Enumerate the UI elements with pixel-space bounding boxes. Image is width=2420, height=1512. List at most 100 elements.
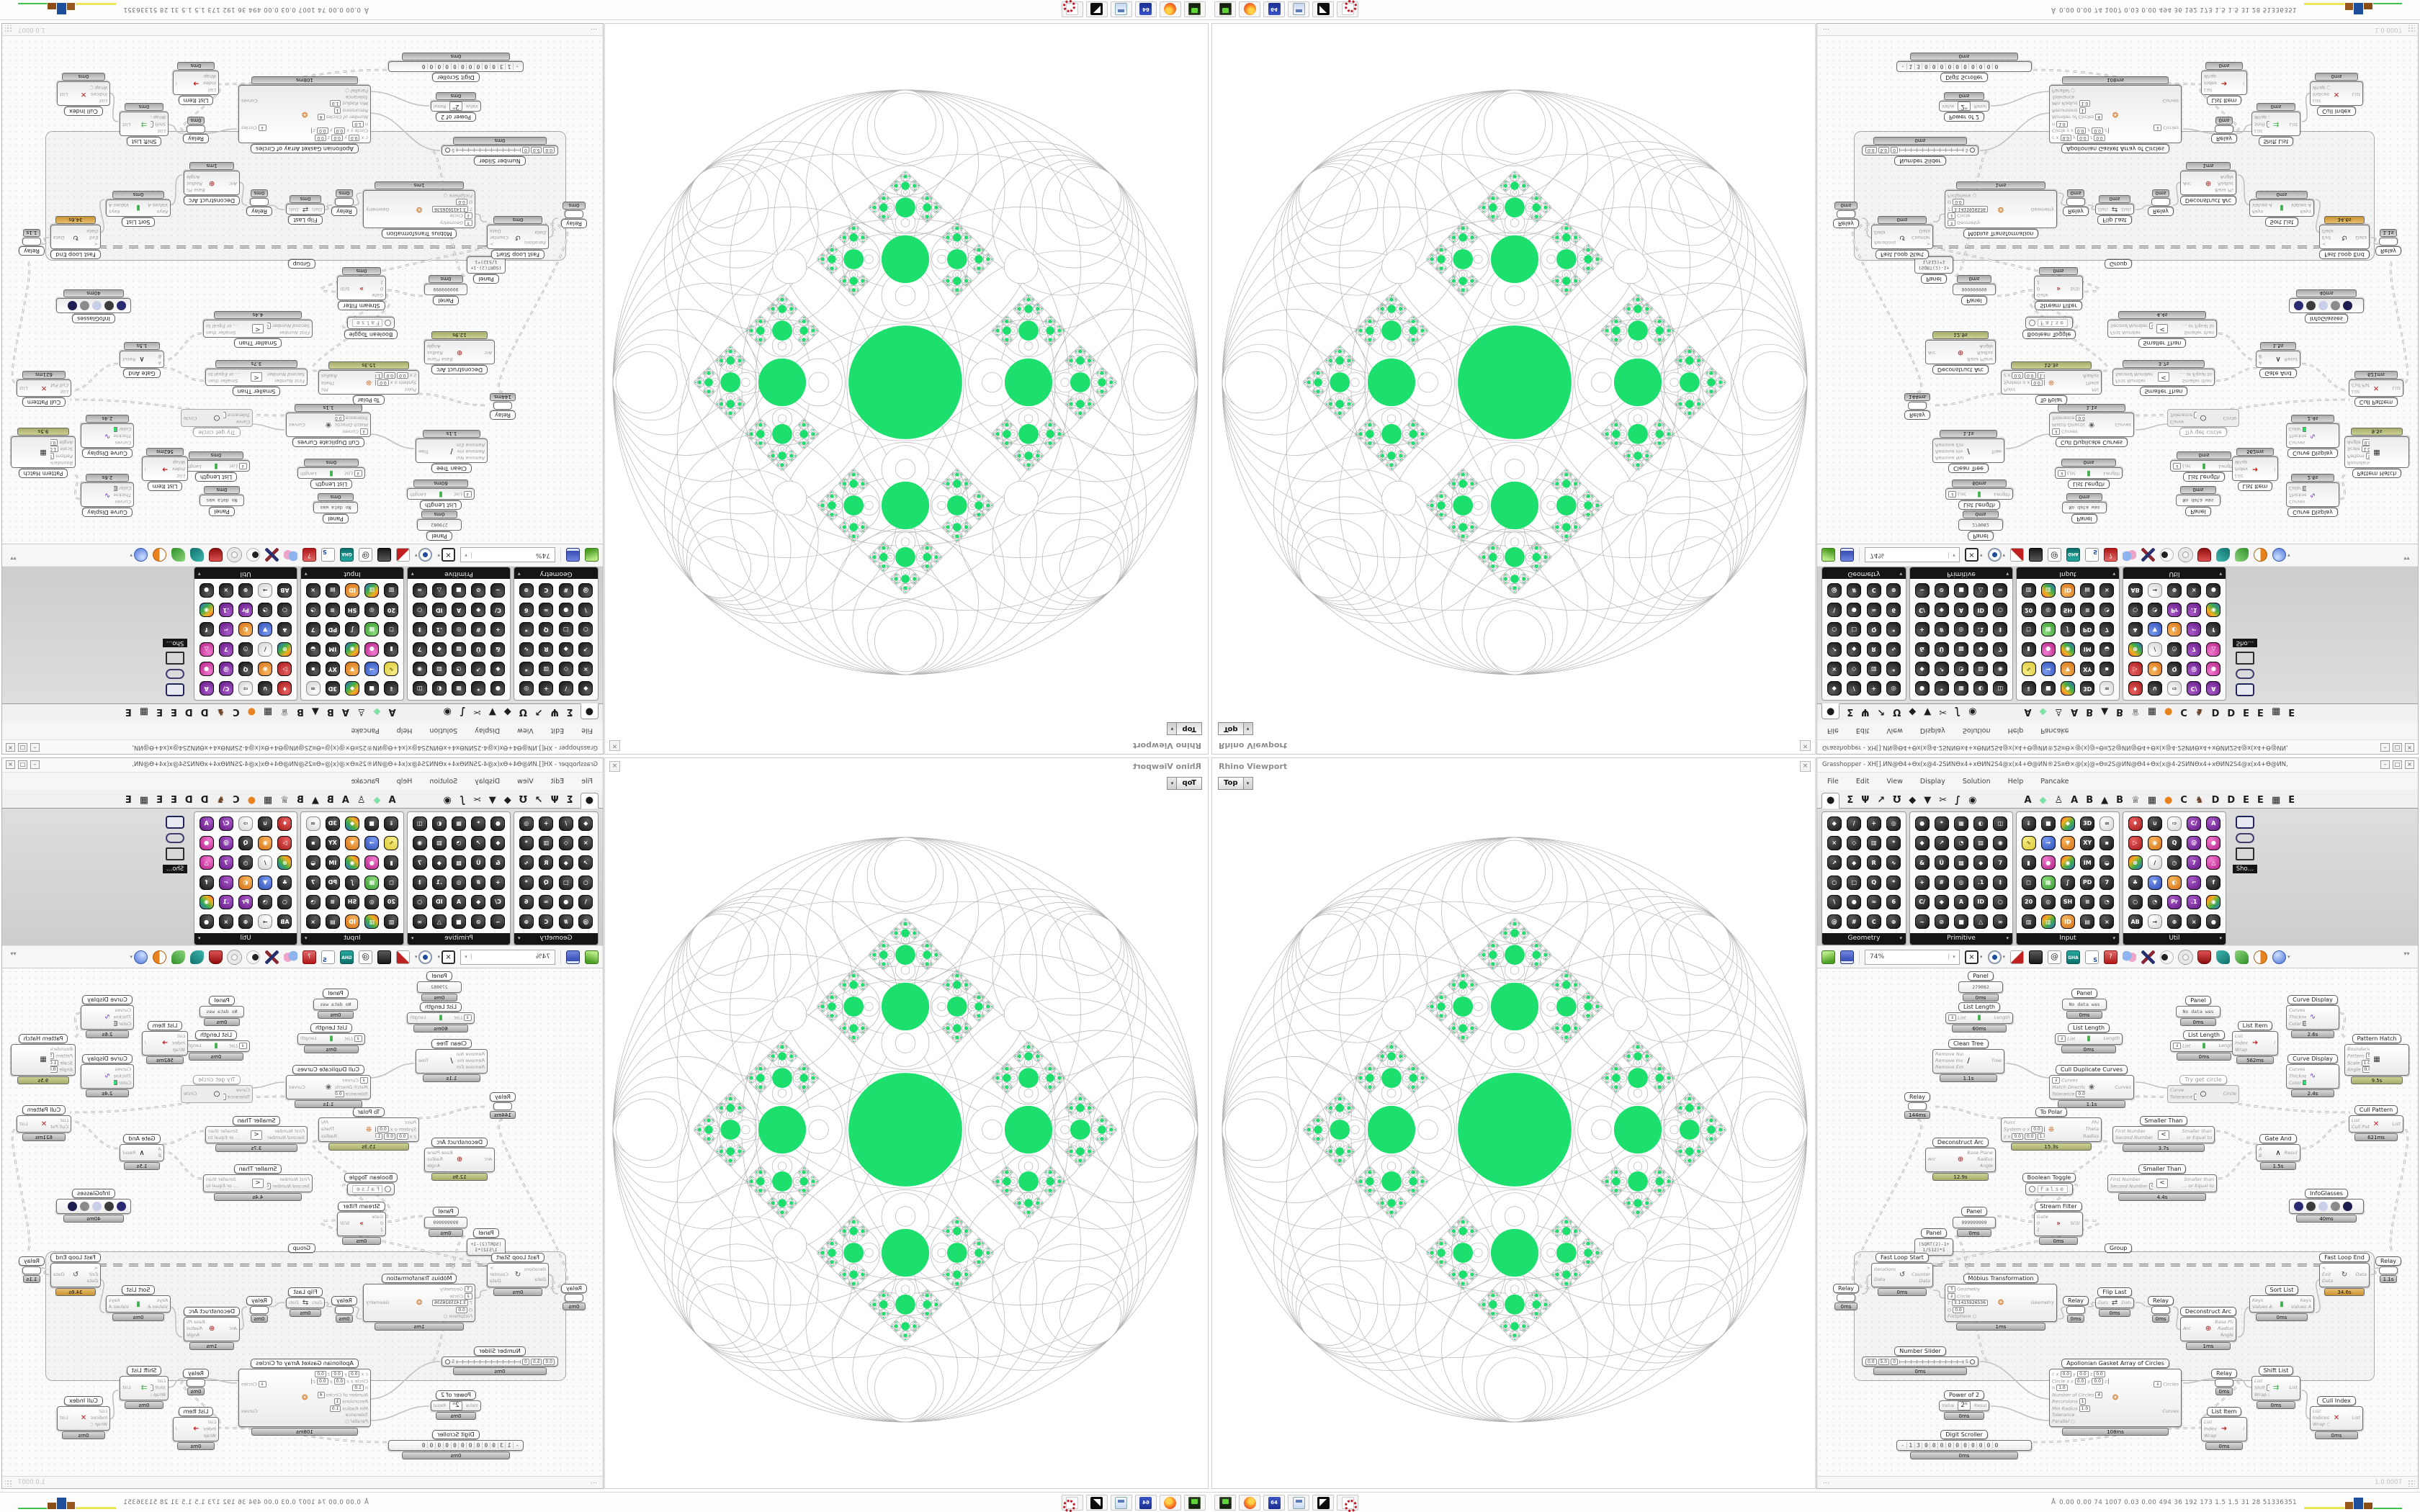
- input-port[interactable]: Number of Circles 4: [317, 1391, 368, 1399]
- tab-category-13[interactable]: ♙: [2054, 706, 2063, 717]
- output-port[interactable]: List: [122, 1385, 131, 1391]
- input-port[interactable]: Curve: [236, 419, 250, 425]
- component-icon[interactable]: ▤: [2080, 914, 2095, 930]
- node-body[interactable]: First Number Second Number < Smaller than… …: [205, 1126, 308, 1143]
- component-icon[interactable]: ∼: [490, 914, 506, 930]
- node-label[interactable]: Curve Display: [2287, 1054, 2338, 1063]
- tab-category-0[interactable]: ●: [1821, 793, 1840, 809]
- output-port[interactable]: Base Plane: [426, 1150, 453, 1156]
- component-icon[interactable]: *: [1886, 835, 1901, 850]
- node-body[interactable]: ⇑ Geometry ⇓ Circle T 3.1415926536 O 0.0 Fix…: [1945, 1284, 2057, 1322]
- node-label[interactable]: Shift List: [2258, 1366, 2294, 1375]
- input-port[interactable]: Remove Invalid ○: [457, 448, 485, 454]
- input-port[interactable]: Second Number: [2115, 372, 2154, 377]
- tab-category-15[interactable]: B: [326, 795, 334, 806]
- palette-label[interactable]: Geometry ▾: [1822, 933, 1906, 945]
- input-port[interactable]: Arc: [484, 349, 492, 356]
- value-chip[interactable]: ⇓: [2058, 1035, 2066, 1042]
- half-sphere-icon[interactable]: [152, 548, 166, 562]
- output-port[interactable]: List: [2352, 91, 2361, 97]
- node-body[interactable]: Keys Values A ▮ Keys Values A: [106, 199, 171, 217]
- gh-titlebar[interactable]: Grasshopper - XH[].ИN@Ө4+Өx(x@4-2SИNӨx4+…: [2, 739, 603, 754]
- infoglasses-icon[interactable]: [68, 301, 77, 310]
- component-icon[interactable]: ‡: [412, 875, 427, 890]
- component-icon[interactable]: ■: [2040, 816, 2056, 831]
- output-port[interactable]: i: [2274, 1040, 2276, 1046]
- component-icon[interactable]: ∞: [305, 816, 321, 831]
- node-body[interactable]: Remove Nulls ○Remove Invalid ○Remove Emp…: [1932, 1049, 2004, 1074]
- node-relay[interactable]: Relay 0ms: [331, 1296, 357, 1323]
- node-body[interactable]: ⇓ List ▮ Length: [182, 1040, 250, 1052]
- node-label[interactable]: List Item: [2206, 1407, 2242, 1416]
- node-label[interactable]: Sort List: [121, 217, 156, 227]
- relay-body[interactable]: [22, 1266, 41, 1274]
- component-icon[interactable]: C/: [1914, 894, 1930, 909]
- node-body[interactable]: ⇑ Geometry ⇓ Circle T 3.1415926536 O 0.0 Fix…: [363, 1284, 475, 1322]
- node-body[interactable]: Gate 0 1» S(0): [2034, 1212, 2083, 1236]
- input-port[interactable]: Tolerance: [345, 94, 368, 100]
- node-body[interactable]: ⇑ Geometry ⇓ Circle T 3.1415926536 O 0.0 Fix…: [1945, 190, 2057, 228]
- easel-icon[interactable]: [2236, 652, 2254, 665]
- output-port[interactable]: Length: [2218, 1043, 2236, 1049]
- input-port[interactable]: n 1.0: [352, 1385, 368, 1392]
- tab-category-19[interactable]: ▦: [2147, 795, 2157, 806]
- input-port[interactable]: List: [2352, 1117, 2360, 1123]
- input-port[interactable]: Wrap ○: [90, 1421, 107, 1428]
- input-port[interactable]: 0: [380, 1220, 383, 1227]
- component-icon[interactable]: ◎: [1886, 816, 1901, 831]
- minimize-button[interactable]: –: [2380, 760, 2390, 769]
- value-chip[interactable]: 1: [2079, 107, 2087, 114]
- component-icon[interactable]: ≈: [539, 603, 554, 618]
- input-port[interactable]: Cull Pattern: [2352, 1124, 2370, 1130]
- input-port[interactable]: Cull Pattern: [50, 1124, 68, 1130]
- gh-titlebar[interactable]: Grasshopper - XH[].ИN@Ө4+Өx(x@4-2SИNӨx4+…: [1817, 758, 2418, 773]
- node-label[interactable]: Digit Scroller: [1940, 1430, 1988, 1439]
- torus-icon[interactable]: [227, 548, 241, 562]
- input-port[interactable]: Curve: [236, 1087, 250, 1093]
- node-label[interactable]: Stream Filter: [2035, 301, 2082, 310]
- node-smaller-than[interactable]: Smaller Than First Number Second Number < Sm…: [2112, 360, 2215, 396]
- input-port[interactable]: Wrap ○: [151, 114, 166, 121]
- tab-category-27[interactable]: ▦: [2271, 706, 2281, 717]
- component-icon[interactable]: ≈: [1866, 894, 1881, 909]
- value-chip[interactable]: 1.0: [375, 1133, 383, 1140]
- node-body[interactable]: False: [347, 1183, 395, 1195]
- menu-display[interactable]: Display: [1919, 777, 1945, 786]
- digit-cell[interactable]: 1: [506, 1442, 514, 1449]
- component-icon[interactable]: ♦: [2128, 681, 2143, 696]
- node-label[interactable]: Pattern Hatch: [18, 1034, 68, 1043]
- input-port[interactable]: Parallel ○: [345, 1418, 368, 1424]
- component-icon[interactable]: \: [1827, 603, 1842, 618]
- node-panel[interactable]: Panel No data was 0ms: [2062, 989, 2107, 1019]
- menu-solution[interactable]: Solution: [1962, 777, 1991, 786]
- node-body[interactable]: ⇓ List ▮ Length: [2170, 1040, 2238, 1052]
- input-port[interactable]: ⇓ Circle: [450, 1292, 472, 1300]
- output-port[interactable]: … or Equal to: [207, 372, 240, 377]
- gh-canvas[interactable]: Panel 279082 0ms List Length ⇓ List ▮ Length 60…: [1817, 36, 2418, 544]
- node-panel[interactable]: Panel (SQRT(2)-1+1/512)*1: [1914, 256, 1953, 284]
- component-icon[interactable]: ◔: [258, 603, 273, 618]
- half-sphere-icon[interactable]: [2254, 548, 2268, 562]
- node-relay[interactable]: Relay 0ms: [246, 1296, 272, 1323]
- component-icon[interactable]: △: [199, 855, 214, 870]
- component-icon[interactable]: ×: [2187, 582, 2202, 598]
- relay-body[interactable]: [2379, 238, 2398, 246]
- tab-category-9[interactable]: ◉: [1968, 795, 1977, 806]
- component-icon[interactable]: ◫: [412, 816, 427, 831]
- node-label[interactable]: Deconstruct Arc: [431, 365, 488, 374]
- output-port[interactable]: Data: [2355, 234, 2367, 240]
- node-body[interactable]: < Exit Data ↻ Data: [50, 225, 101, 249]
- node-label[interactable]: To Polar: [352, 395, 385, 405]
- output-port[interactable]: Radius: [321, 373, 337, 379]
- component-icon[interactable]: A: [1953, 894, 1968, 909]
- value-chip[interactable]: 0.0: [2012, 1133, 2023, 1140]
- digit-cell[interactable]: -: [1901, 1442, 1905, 1449]
- digit-cell[interactable]: 0: [475, 1442, 483, 1449]
- node-label[interactable]: List Length: [310, 1023, 353, 1032]
- menu-file[interactable]: File: [1827, 726, 1839, 735]
- tab-category-9[interactable]: ◉: [1968, 706, 1977, 717]
- component-icon[interactable]: #: [1934, 875, 1949, 890]
- node-body[interactable]: 999999999: [1953, 284, 1996, 295]
